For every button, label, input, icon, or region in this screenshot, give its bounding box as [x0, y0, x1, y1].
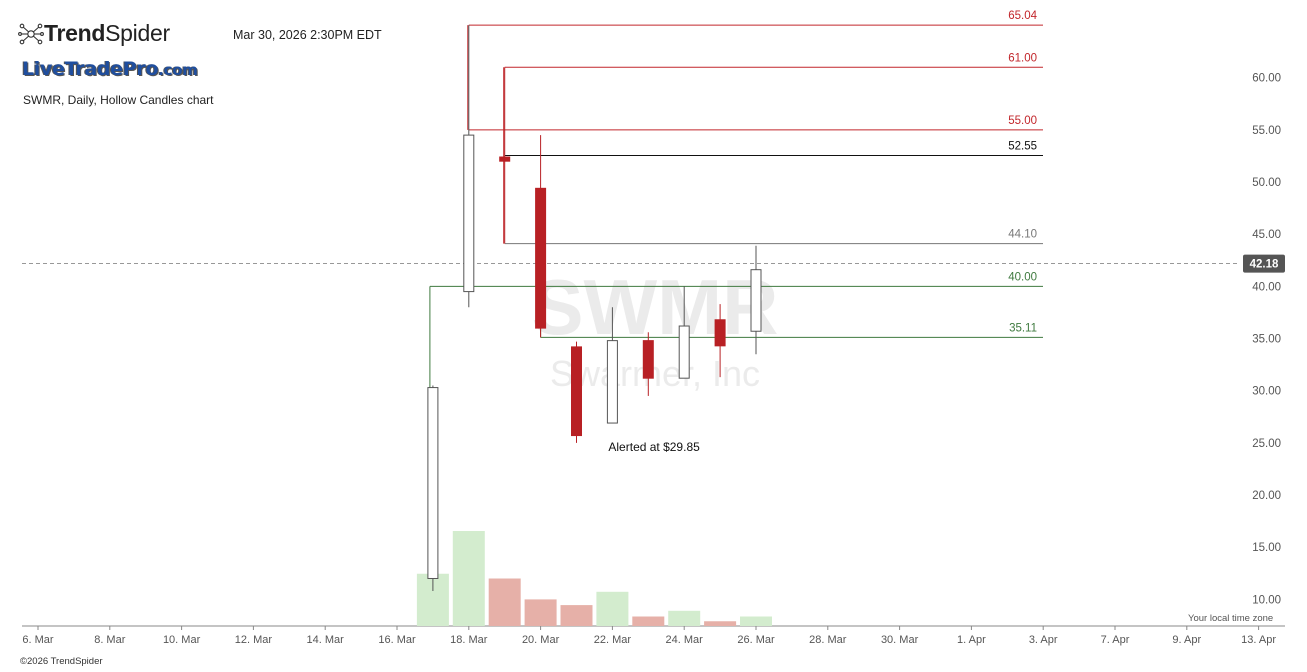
- volume-bar: [704, 621, 737, 626]
- x-tick-label: 24. Mar: [666, 634, 704, 646]
- x-tick-label: 8. Mar: [94, 634, 126, 646]
- timezone-note: Your local time zone: [1188, 613, 1274, 624]
- x-tick-label: 28. Mar: [809, 634, 847, 646]
- watermark-company-name: Swarmer, Inc: [550, 353, 760, 394]
- candles[interactable]: [427, 25, 762, 592]
- x-tick-label: 12. Mar: [235, 634, 273, 646]
- current-price-label: 42.18: [1250, 259, 1279, 271]
- trendspider-logo[interactable]: TrendSpider: [18, 20, 170, 47]
- watermark-site-main: LiveTradePro: [22, 58, 159, 80]
- volume-bar: [596, 591, 629, 626]
- spider-node-icon: [18, 23, 44, 44]
- level-label: 35.11: [1009, 322, 1037, 334]
- candle-body: [750, 269, 762, 332]
- level-label: 61.00: [1008, 52, 1037, 64]
- y-tick-label: 40.00: [1252, 281, 1281, 293]
- volume-bar: [668, 610, 701, 626]
- x-tick-label: 13. Apr: [1241, 634, 1276, 646]
- chart-subtitle: SWMR, Daily, Hollow Candles chart: [23, 93, 214, 107]
- x-tick-label: 20. Mar: [522, 634, 560, 646]
- price-levels[interactable]: 65.04 61.00 55.00 52.55 44.10 40.00 35.11: [22, 10, 1240, 388]
- chart-date: Mar 30, 2026 2:30PM EDT: [233, 28, 382, 42]
- y-tick-label: 15.00: [1252, 542, 1281, 554]
- price-axis[interactable]: 10.00 15.00 20.00 25.00 30.00 35.00 40.00 45.00…: [1243, 73, 1285, 607]
- x-tick-label: 6. Mar: [22, 634, 54, 646]
- x-tick-label: 14. Mar: [307, 634, 345, 646]
- level-label: 44.10: [1008, 229, 1037, 241]
- level-label: 40.00: [1008, 271, 1037, 283]
- alert-annotation-text: Alerted at $29.85: [608, 440, 700, 454]
- y-tick-label: 10.00: [1252, 594, 1281, 606]
- level-label: 65.04: [1008, 10, 1037, 22]
- volume-bar: [488, 578, 521, 626]
- x-tick-label: 1. Apr: [957, 634, 986, 646]
- candle-body: [571, 346, 582, 437]
- candle-body: [427, 387, 439, 579]
- x-tick-label: 22. Mar: [594, 634, 632, 646]
- level-label: 52.55: [1008, 140, 1037, 152]
- x-tick-label: 30. Mar: [881, 634, 919, 646]
- volume-bar: [632, 616, 665, 626]
- brand-name: TrendSpider: [44, 20, 170, 47]
- candle-body: [463, 134, 475, 293]
- volume-bar: [740, 616, 772, 626]
- y-tick-label: 55.00: [1252, 125, 1281, 137]
- candle-body: [678, 325, 690, 379]
- x-tick-label: 26. Mar: [737, 634, 775, 646]
- livetradepro-watermark: LiveTradePro.com: [22, 58, 198, 80]
- y-tick-label: 60.00: [1252, 73, 1281, 85]
- time-axis[interactable]: 6. Mar 8. Mar 10. Mar 12. Mar 14. Mar 16. Mar…: [22, 626, 1307, 646]
- y-tick-label: 50.00: [1252, 177, 1281, 189]
- symbol-watermark: SWMR Swarmer, Inc: [532, 263, 779, 394]
- level-label: 55.00: [1008, 115, 1037, 127]
- x-tick-label: 10. Mar: [163, 634, 201, 646]
- candle-body: [642, 340, 654, 379]
- y-tick-label: 25.00: [1252, 438, 1281, 450]
- candle-body: [714, 319, 726, 347]
- candle-body: [499, 156, 511, 162]
- x-tick-label: 7. Apr: [1101, 634, 1130, 646]
- volume-bar: [560, 605, 593, 626]
- x-tick-label: 16. Mar: [378, 634, 416, 646]
- alert-annotation: Alerted at $29.85: [608, 440, 700, 454]
- volume-bars: [416, 531, 772, 626]
- volume-bar: [452, 531, 485, 626]
- brand-name-light: Spider: [105, 20, 170, 46]
- y-tick-label: 45.00: [1252, 229, 1281, 241]
- x-tick-label: 3. Apr: [1029, 634, 1058, 646]
- y-tick-label: 35.00: [1252, 334, 1281, 346]
- candle-body: [535, 187, 547, 329]
- brand-name-bold: Trend: [44, 20, 106, 46]
- watermark-site-ext: .com: [158, 61, 198, 79]
- copyright: ©2026 TrendSpider: [20, 656, 103, 667]
- y-tick-label: 20.00: [1252, 490, 1281, 502]
- candle-body: [606, 340, 618, 424]
- current-price-badge: [1243, 254, 1285, 273]
- watermark-symbol: SWMR: [532, 263, 779, 351]
- x-tick-label: 9. Apr: [1172, 634, 1201, 646]
- volume-bar: [524, 599, 557, 626]
- y-tick-label: 30.00: [1252, 386, 1281, 398]
- x-tick-label: 18. Mar: [450, 634, 488, 646]
